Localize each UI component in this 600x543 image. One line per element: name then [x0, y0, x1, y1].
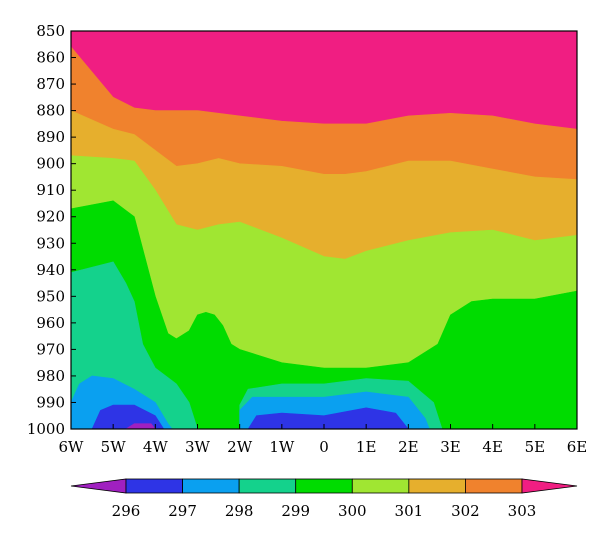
y-tick-label: 960 [36, 314, 65, 332]
colorbar-level-label: 297 [168, 502, 197, 520]
x-tick-label: 4W [143, 438, 169, 456]
contour-band-4 [71, 200, 577, 429]
y-tick-label: 870 [36, 75, 65, 93]
colorbar-segment [182, 478, 240, 494]
colorbar-segment [295, 478, 353, 494]
y-tick-label: 880 [36, 102, 65, 120]
y-tick-label: 940 [36, 261, 65, 279]
x-tick-label: 3E [440, 438, 461, 456]
x-axis: 6W 5W 4W 3W 2W 1W 0 1E 2E 3E 4E 5E 6E [59, 424, 588, 456]
x-tick-label: 2W [227, 438, 253, 456]
x-tick-label: 5E [525, 438, 546, 456]
y-tick-label: 950 [36, 287, 65, 305]
y-tick-label: 990 [36, 393, 65, 411]
y-tick-label: 930 [36, 234, 65, 252]
contour-band-8 [125, 423, 156, 429]
y-tick-label: 1000 [27, 420, 65, 438]
x-tick-label: 1E [356, 438, 377, 456]
colorbar-extend-high [521, 478, 578, 494]
x-tick-label: 5W [101, 438, 127, 456]
colorbar-level-label: 296 [112, 502, 141, 520]
colorbar-segment [238, 478, 297, 494]
y-tick-label: 890 [36, 128, 65, 146]
contour-band-7 [91, 404, 409, 429]
colorbar-level-label: 299 [281, 502, 310, 520]
colorbar: 296 297 298 299 300 301 302 303 [70, 478, 578, 520]
y-tick-label: 900 [36, 155, 65, 173]
x-tick-label: 6W [59, 438, 85, 456]
colorbar-segment [408, 478, 466, 494]
x-tick-label: 2E [398, 438, 419, 456]
colorbar-level-label: 302 [451, 502, 480, 520]
colorbar-segment [465, 478, 523, 494]
colorbar-level-label: 300 [338, 502, 367, 520]
colorbar-segment [351, 478, 410, 494]
y-tick-label: 850 [36, 22, 65, 40]
y-tick-label: 970 [36, 340, 65, 358]
y-axis: 850 860 870 880 890 900 910 920 930 940 950 960 970 9… [27, 22, 76, 438]
x-tick-label: 4E [482, 438, 503, 456]
colorbar-extend-low [70, 478, 127, 494]
colorbar-level-label: 298 [225, 502, 254, 520]
x-tick-label: 1W [269, 438, 295, 456]
y-tick-label: 860 [36, 49, 65, 67]
contour-band-5 [71, 261, 443, 429]
y-tick-label: 920 [36, 208, 65, 226]
x-tick-label: 0 [319, 438, 329, 456]
contour-bands [71, 31, 577, 429]
y-tick-label: 980 [36, 367, 65, 385]
y-tick-label: 910 [36, 181, 65, 199]
colorbar-segment [125, 478, 183, 494]
x-tick-label: 6E [567, 438, 588, 456]
x-tick-label: 3W [185, 438, 211, 456]
colorbar-level-label: 301 [395, 502, 424, 520]
colorbar-level-label: 303 [508, 502, 537, 520]
